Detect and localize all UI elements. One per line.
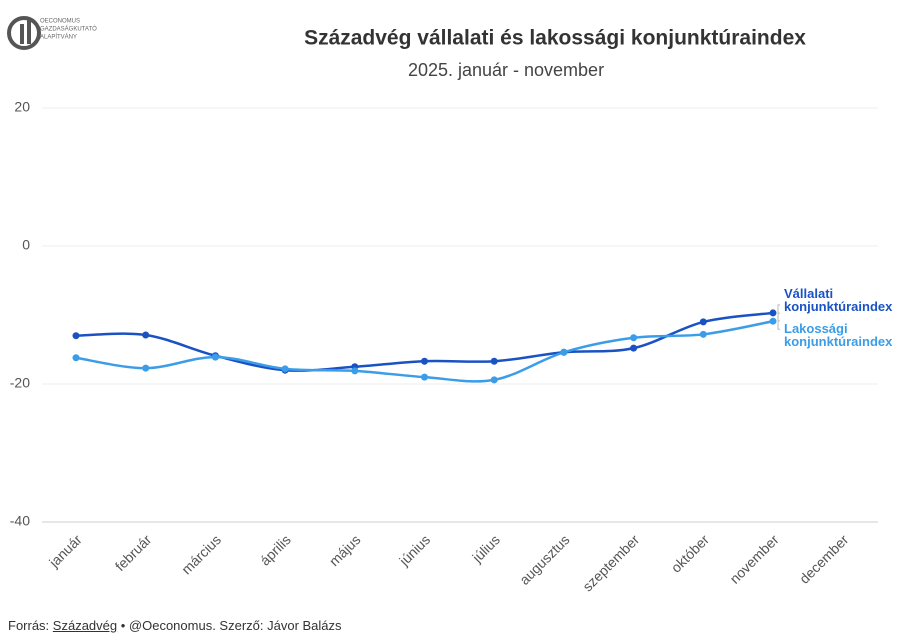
point: [72, 354, 80, 362]
point: [699, 330, 707, 338]
footer-text: • @Oeconomus. Szerző: Jávor Balázs: [120, 618, 342, 633]
chart-title: Századvég vállalati és lakossági konjunk…: [304, 27, 806, 50]
x-tick-label: november: [726, 531, 782, 587]
point: [630, 344, 638, 352]
label-bracket: [777, 312, 780, 330]
logo-text: ALAPÍTVÁNY: [40, 34, 77, 41]
point: [769, 309, 777, 317]
x-tick-label: május: [326, 531, 364, 569]
y-tick-label: 20: [14, 99, 30, 115]
point: [281, 365, 289, 373]
y-tick-label: -40: [10, 513, 30, 529]
point: [142, 331, 150, 339]
point: [699, 318, 707, 326]
point: [142, 364, 150, 372]
logo-mark: [20, 24, 24, 44]
line: [75, 319, 774, 383]
x-tick-label: augusztus: [516, 531, 572, 587]
logo-mark: [7, 16, 41, 50]
x-tick-label: december: [796, 531, 852, 587]
y-tick-label: -20: [10, 375, 30, 391]
x-tick-label: október: [668, 531, 713, 576]
point: [72, 332, 80, 340]
logo: OECONOMUS GAZDASÁGKUTATÓ ALAPÍTVÁNY: [7, 16, 97, 50]
point: [490, 376, 498, 384]
x-tick-label: április: [257, 531, 294, 568]
x-tick-label: január: [45, 531, 85, 571]
logo-mark: [27, 20, 31, 44]
x-tick-label: július: [468, 531, 503, 566]
point: [421, 357, 428, 365]
point: [630, 334, 638, 342]
series-label: Lakossági konjunktúraindex: [784, 321, 893, 350]
y-tick-label: 0: [22, 237, 30, 253]
point: [421, 373, 428, 381]
point: [211, 353, 219, 361]
x-tick-label: február: [112, 531, 155, 574]
point: [769, 317, 777, 325]
x-tick-label: március: [178, 531, 224, 577]
chart-subtitle: 2025. január - november: [408, 60, 604, 80]
footer-source[interactable]: Századvég: [52, 618, 118, 633]
x-tick-label: szeptember: [579, 531, 642, 594]
series-label: Vállalati konjunktúraindex: [784, 285, 893, 314]
point: [490, 357, 498, 365]
logo-text: OECONOMUS: [40, 19, 80, 25]
footer-label: Forrás:: [8, 618, 50, 633]
logo-text: GAZDASÁGKUTATÓ: [40, 26, 97, 33]
point: [351, 367, 359, 375]
footer: Forrás: Századvég • @Oeconomus. Szerző: …: [8, 618, 342, 633]
point: [560, 348, 568, 356]
x-tick-label: június: [395, 531, 433, 569]
